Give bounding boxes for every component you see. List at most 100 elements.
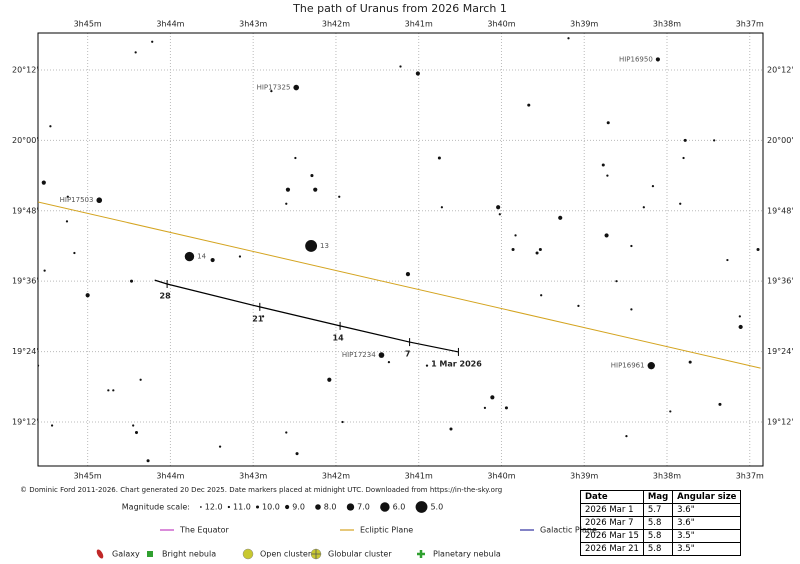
symbol-label: Open cluster [260, 550, 312, 559]
magnitude-dot [346, 503, 355, 511]
table-body: 2026 Mar 1 5.7 3.6" 2026 Mar 7 5.8 3.6" 2026 M… [580, 503, 742, 556]
star [65, 220, 69, 223]
y-tick-label: 20°12' [12, 65, 39, 74]
star [630, 244, 633, 248]
star [295, 452, 299, 456]
magnitude-dot [200, 506, 202, 508]
star [567, 37, 570, 40]
star [688, 360, 692, 364]
star [655, 57, 660, 62]
x-tick-label: 3h39m [570, 20, 598, 29]
magnitude-dot [227, 505, 231, 509]
table-cell: 2026 Mar 7 [580, 516, 644, 530]
x-tick-label: 3h39m [570, 472, 598, 481]
star [293, 84, 300, 91]
open-cluster-symbol [242, 548, 254, 560]
star [305, 240, 318, 252]
star [218, 445, 222, 448]
magnitude-label: 7.0 [357, 503, 370, 512]
star [184, 251, 195, 262]
star-label: HIP17503 [60, 196, 94, 204]
star [535, 251, 539, 255]
globular-cross [311, 549, 321, 559]
star [440, 206, 444, 209]
date-label: 14 [333, 333, 345, 342]
magnitude-dot [380, 502, 390, 512]
star [151, 40, 154, 43]
star [50, 424, 54, 427]
star [261, 315, 265, 318]
star [738, 315, 741, 318]
star [738, 324, 743, 330]
star [514, 234, 517, 237]
x-tick-label: 3h42m [322, 472, 350, 481]
star [437, 156, 441, 160]
galaxy-symbol [96, 549, 104, 559]
data-table: Date Mag Angular size 2026 Mar 1 5.7 3.6" 202… [580, 490, 742, 556]
plot-layer: HIP17503 14 HIP17325 13 HIP17234 HIP16950 HIP1… [38, 37, 761, 463]
table-cell: 5.8 [642, 529, 674, 543]
chart-title: The path of Uranus from 2026 March 1 [292, 2, 507, 15]
table-cell: 3.5" [672, 542, 742, 556]
magnitude-label: 5.0 [430, 503, 443, 512]
star-label: 13 [320, 242, 329, 250]
star [449, 427, 453, 431]
x-tick-label: 3h41m [405, 20, 433, 29]
star [651, 185, 655, 188]
star [130, 279, 134, 283]
magnitude-dot [255, 505, 260, 509]
star [96, 197, 103, 204]
star [285, 431, 288, 434]
star [132, 424, 135, 427]
magnitude-label: 12.0 [205, 503, 223, 512]
date-label: 1 Mar 2026 [431, 359, 482, 368]
star [713, 139, 716, 142]
star [577, 304, 580, 307]
x-tick-label: 3h42m [322, 20, 350, 29]
star [538, 247, 542, 252]
reference-line [38, 201, 761, 369]
table-row: 2026 Mar 7 5.8 3.6" [580, 516, 742, 530]
star [134, 431, 139, 435]
star [606, 174, 609, 177]
star [647, 361, 655, 370]
star [107, 389, 110, 392]
star-label: HIP17234 [342, 351, 376, 359]
credit: © Dominic Ford 2011-2026. Chart generate… [20, 486, 502, 494]
star [405, 272, 411, 277]
star [679, 202, 682, 205]
star [210, 257, 215, 263]
table-cell: 5.7 [642, 503, 674, 517]
table-cell: 5.8 [642, 542, 674, 556]
y-tick-label: 20°00' [12, 136, 39, 145]
table-cell: 2026 Mar 21 [580, 542, 644, 556]
table-cell: 5.8 [642, 516, 674, 530]
column-header: Mag [642, 490, 674, 504]
y-tick-label: 19°48' [767, 206, 794, 215]
table-cell: 2026 Mar 1 [580, 503, 644, 517]
y-tick-label: 19°24' [12, 347, 39, 356]
star [511, 247, 515, 252]
star-label: HIP16950 [619, 55, 653, 63]
star [66, 195, 69, 198]
star [630, 308, 633, 311]
star-label: 14 [197, 253, 206, 261]
x-tick-label: 3h37m [736, 472, 764, 481]
star [540, 294, 543, 297]
table-cell: 2026 Mar 15 [580, 529, 644, 543]
star [238, 255, 242, 258]
star [73, 251, 76, 255]
magnitude-dot [415, 501, 428, 513]
star [483, 406, 487, 410]
star [683, 138, 687, 142]
star [310, 174, 314, 178]
star [756, 247, 760, 252]
legend-label: The Equator [179, 526, 230, 535]
x-tick-label: 3h40m [487, 20, 515, 29]
planetary-nebula-symbol [417, 550, 425, 558]
star [341, 420, 344, 424]
plot-frame [37, 32, 764, 467]
table-row: 2026 Mar 1 5.7 3.6" [580, 503, 742, 517]
symbol-label: Galaxy [112, 550, 140, 559]
date-label: 28 [160, 291, 172, 300]
